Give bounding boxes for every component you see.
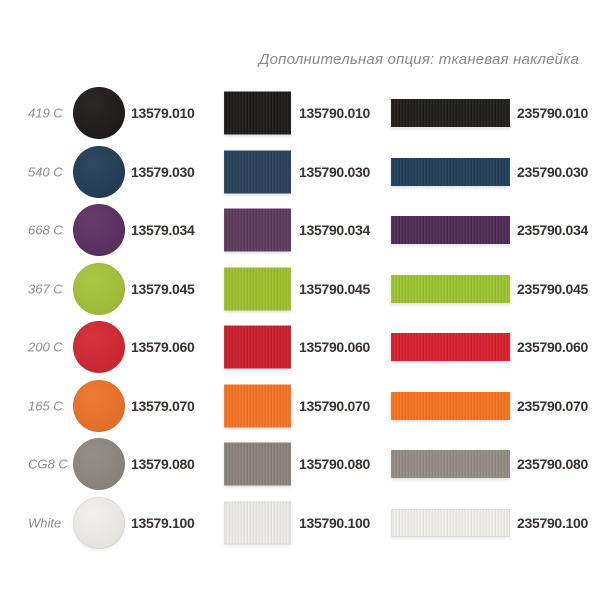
patch-article-code: 135790.045	[299, 280, 370, 297]
color-circle-swatch	[73, 496, 125, 549]
color-swatch-table: 419 C 13579.010 135790.010 235790.010 54…	[0, 84, 600, 552]
circle-article-code: 13579.070	[131, 397, 195, 414]
color-row: 367 C 13579.045 135790.045 235790.045	[0, 260, 600, 319]
page-title: Дополнительная опция: тканевая наклейка	[258, 51, 579, 68]
fabric-ribbon-swatch	[391, 450, 510, 479]
fabric-patch-swatch	[224, 384, 291, 428]
fabric-ribbon-swatch	[391, 391, 510, 420]
pantone-label: CG8 C	[28, 456, 68, 472]
circle-article-code: 13579.080	[131, 456, 195, 473]
ribbon-article-code: 235790.030	[517, 163, 588, 180]
color-row: 540 C 13579.030 135790.030 235790.030	[0, 143, 600, 202]
circle-article-code: 13579.030	[131, 163, 195, 180]
circle-article-code: 13579.010	[131, 105, 195, 122]
patch-article-code: 135790.030	[299, 163, 370, 180]
pantone-label: 668 C	[28, 222, 63, 238]
color-circle-swatch	[73, 204, 125, 257]
pantone-label: 367 C	[28, 281, 63, 297]
patch-article-code: 135790.070	[299, 397, 370, 414]
fabric-ribbon-swatch	[391, 508, 510, 537]
ribbon-article-code: 235790.010	[517, 105, 588, 122]
color-circle-swatch	[73, 87, 125, 140]
fabric-ribbon-swatch	[391, 99, 510, 128]
color-circle-swatch	[73, 321, 125, 374]
circle-article-code: 13579.060	[131, 339, 195, 356]
pantone-label: 165 C	[28, 398, 63, 414]
ribbon-article-code: 235790.070	[517, 397, 588, 414]
color-row: 200 C 13579.060 135790.060 235790.060	[0, 318, 600, 377]
ribbon-article-code: 235790.034	[517, 222, 588, 239]
color-row: 165 C 13579.070 135790.070 235790.070	[0, 377, 600, 436]
fabric-patch-swatch	[224, 150, 291, 194]
circle-article-code: 13579.045	[131, 280, 195, 297]
color-circle-swatch	[73, 262, 125, 315]
circle-article-code: 13579.100	[131, 514, 195, 531]
circle-article-code: 13579.034	[131, 222, 195, 239]
ribbon-article-code: 235790.060	[517, 339, 588, 356]
patch-article-code: 135790.080	[299, 456, 370, 473]
color-circle-swatch	[73, 438, 125, 491]
fabric-ribbon-swatch	[391, 216, 510, 245]
color-row: White 13579.100 135790.100 235790.100	[0, 494, 600, 553]
fabric-ribbon-swatch	[391, 274, 510, 303]
fabric-patch-swatch	[224, 208, 291, 252]
ribbon-article-code: 235790.080	[517, 456, 588, 473]
patch-article-code: 135790.060	[299, 339, 370, 356]
ribbon-article-code: 235790.045	[517, 280, 588, 297]
patch-article-code: 135790.010	[299, 105, 370, 122]
color-row: 668 C 13579.034 135790.034 235790.034	[0, 201, 600, 260]
pantone-label: 200 C	[28, 339, 63, 355]
color-row: 419 C 13579.010 135790.010 235790.010	[0, 84, 600, 143]
fabric-patch-swatch	[224, 501, 291, 545]
patch-article-code: 135790.100	[299, 514, 370, 531]
color-circle-swatch	[73, 379, 125, 432]
fabric-patch-swatch	[224, 267, 291, 311]
pantone-label: 540 C	[28, 164, 63, 180]
fabric-patch-swatch	[224, 325, 291, 369]
pantone-label: White	[28, 515, 62, 531]
fabric-patch-swatch	[224, 442, 291, 486]
fabric-patch-swatch	[224, 91, 291, 135]
fabric-ribbon-swatch	[391, 157, 510, 186]
ribbon-article-code: 235790.100	[517, 514, 588, 531]
patch-article-code: 135790.034	[299, 222, 370, 239]
fabric-ribbon-swatch	[391, 333, 510, 362]
color-row: CG8 C 13579.080 135790.080 235790.080	[0, 435, 600, 494]
color-circle-swatch	[73, 145, 125, 198]
pantone-label: 419 C	[28, 105, 63, 121]
